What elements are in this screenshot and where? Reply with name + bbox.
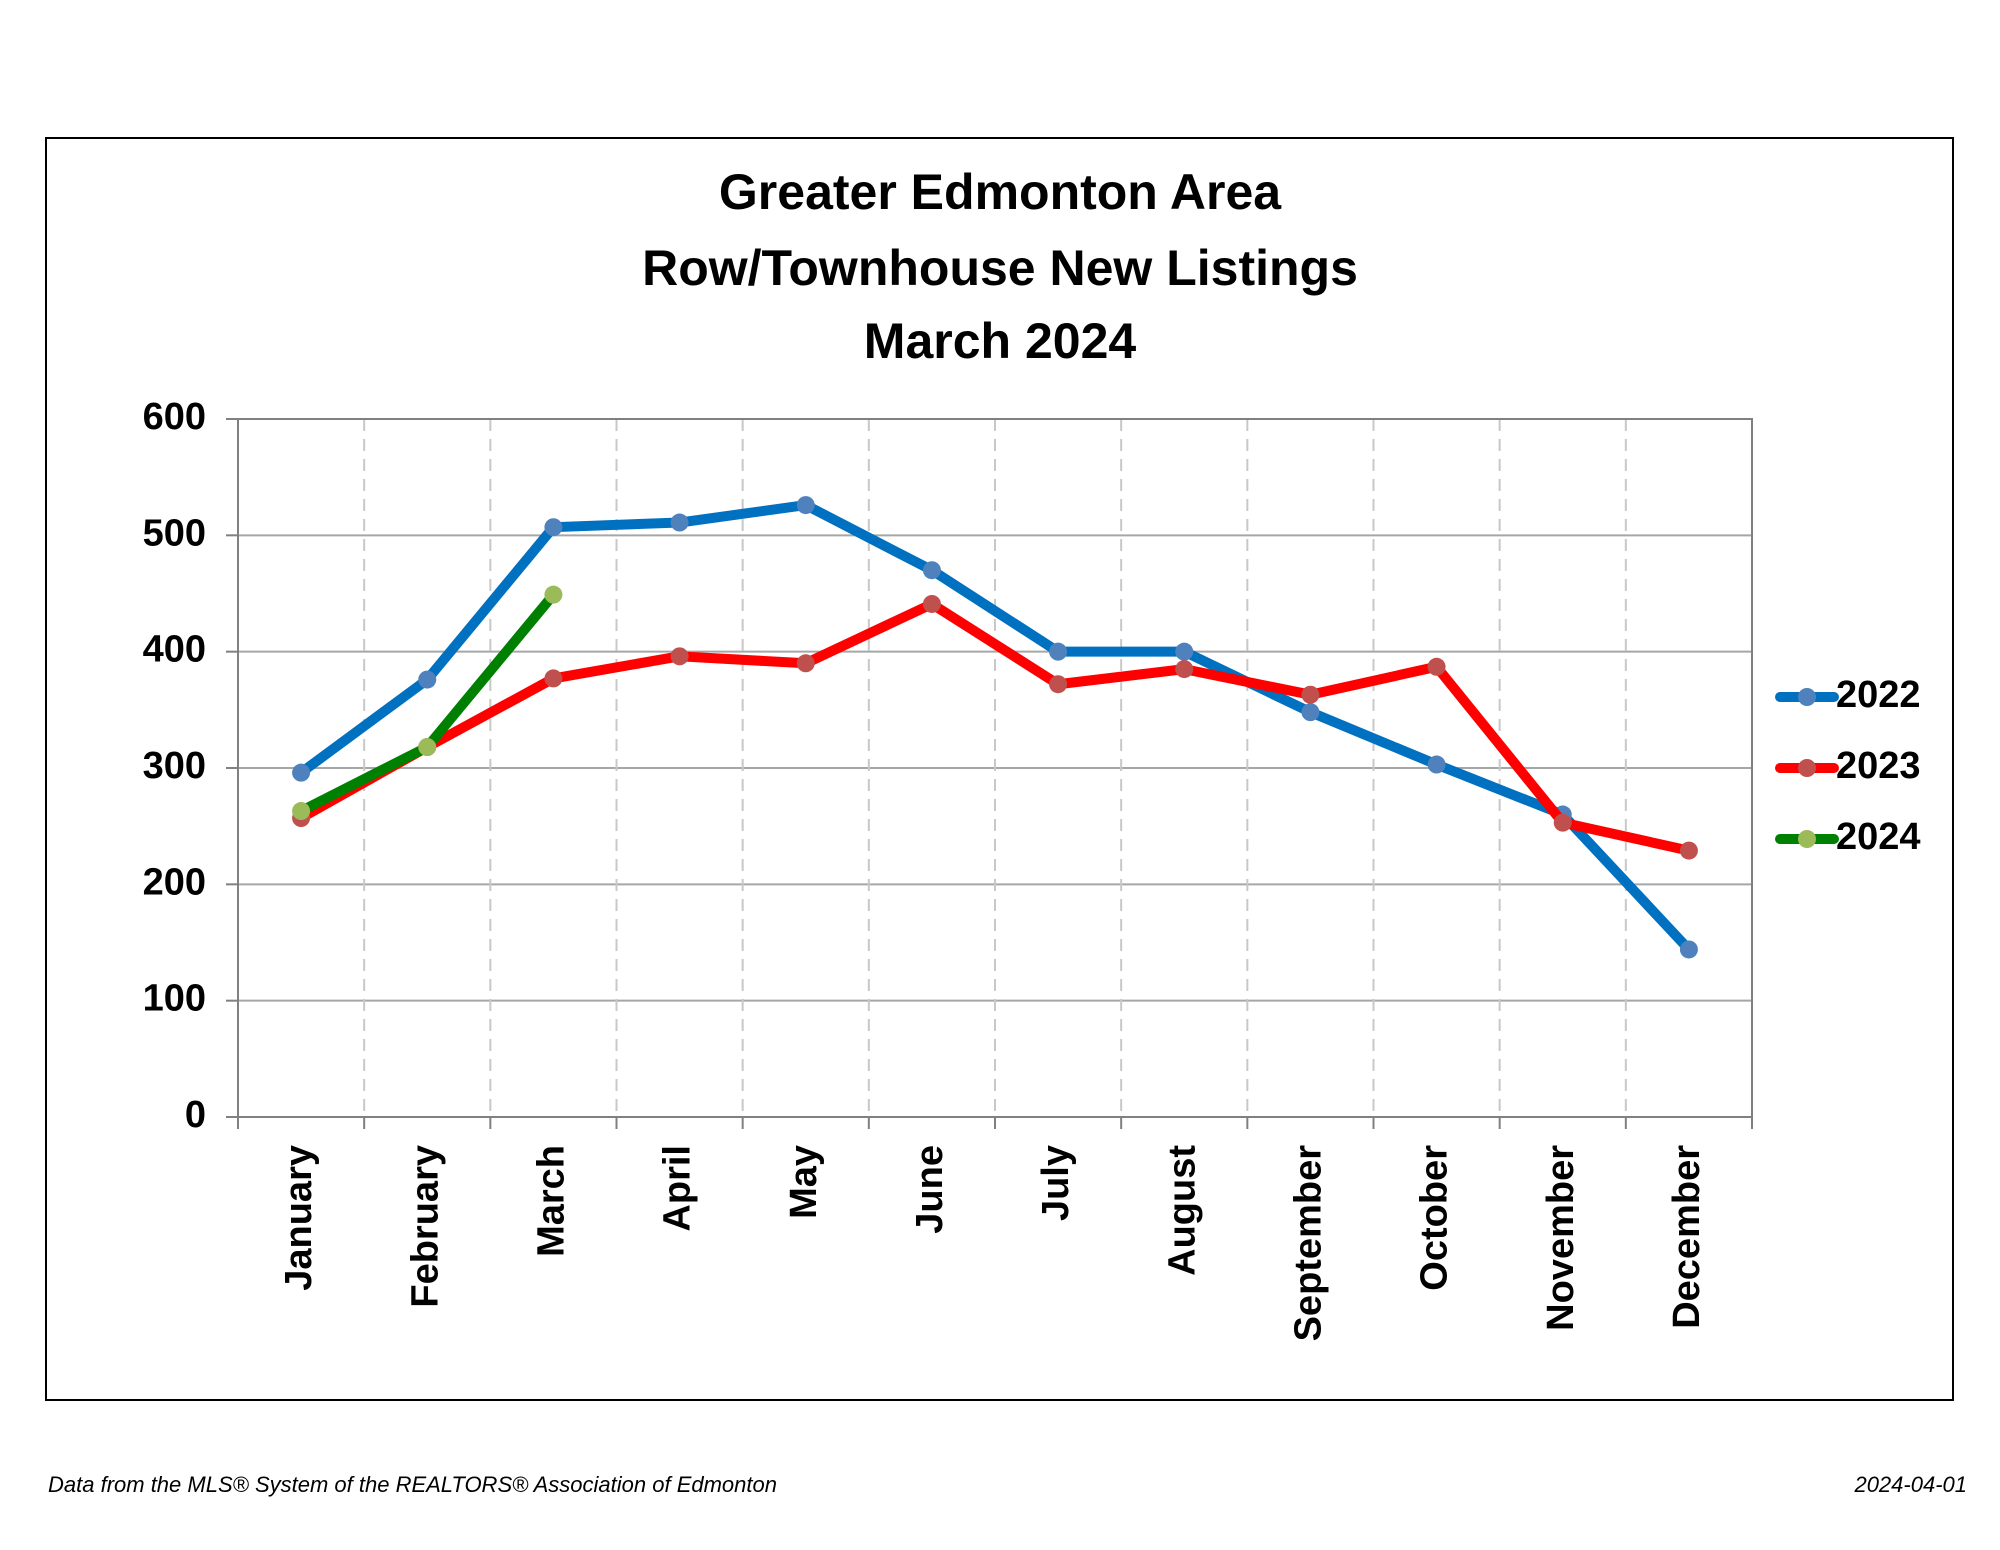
x-tick-label: November: [1540, 1145, 1582, 1331]
data-point: [1049, 642, 1068, 661]
data-point: [922, 594, 941, 613]
x-tick-label: January: [278, 1145, 320, 1291]
data-point: [1679, 841, 1698, 860]
data-point: [544, 518, 563, 537]
data-point: [796, 496, 815, 515]
source-note: Data from the MLS® System of the REALTOR…: [48, 1472, 777, 1497]
x-tick-label: May: [783, 1145, 825, 1219]
y-tick-label: 0: [185, 1094, 206, 1136]
x-tick-label: March: [530, 1145, 572, 1257]
data-point: [1301, 685, 1320, 704]
legend-label: 2023: [1836, 745, 1921, 787]
series-line: [296, 598, 1694, 856]
y-tick-label: 100: [143, 978, 206, 1020]
y-tick-label: 200: [143, 861, 206, 903]
data-point: [1553, 813, 1572, 832]
data-point: [418, 670, 437, 689]
data-point: [796, 654, 815, 673]
data-point: [1301, 703, 1320, 722]
chart-frame: [45, 137, 1954, 1401]
x-tick-label: August: [1161, 1145, 1203, 1276]
y-tick-label: 400: [143, 629, 206, 671]
data-point: [670, 647, 689, 666]
legend-marker: [1798, 830, 1816, 848]
plot-area: [237, 418, 1753, 1118]
data-point: [1175, 660, 1194, 679]
chart-title: March 2024: [864, 313, 1137, 369]
y-tick-label: 300: [143, 745, 206, 787]
x-tick-label: April: [657, 1145, 699, 1232]
x-tick-label: February: [404, 1145, 446, 1308]
legend-marker: [1798, 688, 1816, 706]
chart-title: Greater Edmonton Area: [719, 164, 1282, 220]
data-point: [544, 669, 563, 688]
data-point: [292, 763, 311, 782]
data-point: [292, 802, 311, 821]
data-point: [418, 738, 437, 757]
data-point: [1175, 642, 1194, 661]
y-tick-label: 600: [143, 396, 206, 438]
data-point: [1427, 755, 1446, 774]
data-point: [1679, 940, 1698, 959]
data-point: [1427, 657, 1446, 676]
date-note: 2024-04-01: [1853, 1472, 1967, 1497]
x-tick-label: June: [909, 1145, 951, 1234]
data-point: [922, 561, 941, 580]
legend-label: 2024: [1836, 816, 1921, 858]
legend-label: 2022: [1836, 674, 1921, 716]
data-point: [670, 513, 689, 532]
x-tick-label: September: [1287, 1145, 1329, 1342]
x-tick-label: December: [1666, 1145, 1708, 1329]
data-point: [1049, 675, 1068, 694]
x-tick-label: July: [1035, 1145, 1077, 1221]
y-tick-label: 500: [143, 512, 206, 554]
data-point: [544, 585, 563, 604]
series-line: [296, 500, 1694, 955]
chart-title: Row/Townhouse New Listings: [642, 240, 1358, 296]
legend-marker: [1798, 759, 1816, 777]
x-tick-label: October: [1414, 1145, 1456, 1291]
